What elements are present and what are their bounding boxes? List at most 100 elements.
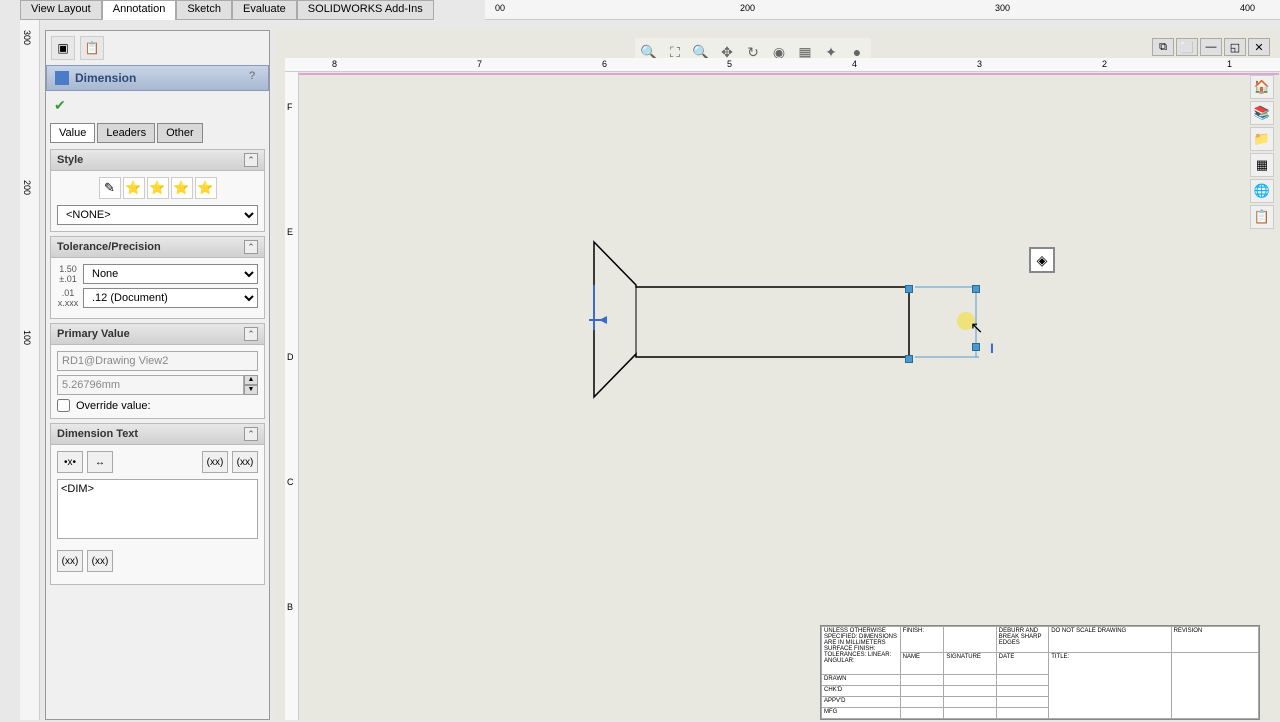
ruler-tick: 400	[1240, 3, 1255, 13]
style-add-icon[interactable]: ⭐	[123, 177, 145, 199]
ruler-tick: 300	[995, 3, 1010, 13]
tb-revision: REVISION	[1171, 627, 1258, 653]
tb-sig-hdr: SIGNATURE	[944, 652, 996, 674]
ruler-tick: 300	[22, 30, 32, 45]
subtab-value[interactable]: Value	[50, 123, 95, 143]
drawing-ruler-horizontal: 8 7 6 5 4 3 2 1	[285, 58, 1280, 72]
style-header[interactable]: Style ⌃	[51, 150, 264, 171]
primary-value-input[interactable]	[57, 375, 244, 395]
dimension-icon	[55, 71, 69, 85]
ruler-tick: 200	[22, 180, 32, 195]
custom-props-icon[interactable]: 📋	[1250, 205, 1274, 229]
library-icon[interactable]: 📚	[1250, 101, 1274, 125]
dimension-text-section: Dimension Text ⌃ •x• ↔ (xx) (xx) <DIM> (…	[50, 423, 265, 585]
center-arrow-icon	[599, 316, 607, 324]
style-dropdown[interactable]: <NONE>	[57, 205, 258, 225]
panel-mode-property-icon[interactable]: 📋	[80, 36, 104, 60]
dimtext-center-icon[interactable]: ↔	[87, 451, 113, 473]
style-save-icon[interactable]: ⭐	[171, 177, 193, 199]
titleblock-notes: UNLESS OTHERWISE SPECIFIED: DIMENSIONS A…	[822, 627, 901, 675]
view-palette-icon[interactable]: ▦	[1250, 153, 1274, 177]
tb-deburr: DEBURR AND BREAK SHARP EDGES	[996, 627, 1048, 653]
tb-donotscale: DO NOT SCALE DRAWING	[1049, 627, 1171, 653]
tolerance-type-dropdown[interactable]: None	[83, 264, 258, 284]
title-block[interactable]: UNLESS OTHERWISE SPECIFIED: DIMENSIONS A…	[820, 625, 1260, 720]
drawing-canvas[interactable]: 🔍 ⛶ 🔍 ✥ ↻ ◉ ▦ ✦ ● ⧉ ⬜ — ◱ ✕ 8 7 6 5 4 3 …	[275, 30, 1280, 720]
collapse-icon[interactable]: ⌃	[244, 240, 258, 254]
dimtext-paren2-icon[interactable]: (xx)	[232, 451, 258, 473]
dimension-handle[interactable]	[905, 355, 913, 363]
tolerance-precision-icon: .01x.xxx	[57, 288, 79, 308]
win-min-icon[interactable]: —	[1200, 38, 1222, 56]
win-max-icon[interactable]: ⬜	[1176, 38, 1198, 56]
right-task-pane: 🏠 📚 📁 ▦ 🌐 📋	[1250, 75, 1276, 229]
explorer-icon[interactable]: 📁	[1250, 127, 1274, 151]
style-label: Style	[57, 154, 83, 166]
tb-date-hdr: DATE	[996, 652, 1048, 674]
dimtext-paren1-icon[interactable]: (xx)	[202, 451, 228, 473]
context-toolbar-button[interactable]: ◈	[1029, 247, 1055, 273]
override-checkbox[interactable]	[57, 399, 70, 412]
tab-sketch[interactable]: Sketch	[176, 0, 232, 20]
dimension-handle[interactable]	[905, 285, 913, 293]
subtab-other[interactable]: Other	[157, 123, 203, 143]
tab-solidworks-addins[interactable]: SOLIDWORKS Add-Ins	[297, 0, 434, 20]
primary-value-section: Primary Value ⌃ ▲ ▼ Override value:	[50, 323, 265, 419]
window-controls: ⧉ ⬜ — ◱ ✕	[1152, 38, 1270, 56]
spinner-up-icon[interactable]: ▲	[244, 375, 258, 385]
ruler-tick: 6	[602, 59, 607, 69]
home-icon[interactable]: 🏠	[1250, 75, 1274, 99]
dimtext-btn-a-icon[interactable]: (xx)	[57, 550, 83, 572]
dimtext-btn-b-icon[interactable]: (xx)	[87, 550, 113, 572]
accept-check-icon[interactable]: ✔	[54, 97, 66, 113]
help-icon[interactable]: ?	[244, 70, 260, 86]
dimension-handle[interactable]	[972, 285, 980, 293]
tolerance-type-icon: 1.50±.01	[57, 264, 79, 284]
tb-appvd: APPV'D	[822, 696, 901, 707]
style-load-icon[interactable]: ⭐	[195, 177, 217, 199]
ruler-tick: E	[287, 227, 293, 237]
cursor-icon: ↖	[970, 318, 983, 338]
style-apply-icon[interactable]: ✎	[99, 177, 121, 199]
tab-view-layout[interactable]: View Layout	[20, 0, 102, 20]
dimension-text-header[interactable]: Dimension Text ⌃	[51, 424, 264, 445]
ruler-tick: 8	[332, 59, 337, 69]
subtab-leaders[interactable]: Leaders	[97, 123, 155, 143]
win-restore-icon[interactable]: ⧉	[1152, 38, 1174, 56]
collapse-icon[interactable]: ⌃	[244, 427, 258, 441]
spinner-down-icon[interactable]: ▼	[244, 385, 258, 395]
primary-value-header[interactable]: Primary Value ⌃	[51, 324, 264, 345]
dimension-text-input[interactable]: <DIM>	[57, 479, 258, 539]
override-label: Override value:	[76, 400, 151, 412]
ruler-tick: 7	[477, 59, 482, 69]
left-ruler: 300 200 100	[20, 20, 40, 720]
dimtext-prefix-icon[interactable]: •x•	[57, 451, 83, 473]
collapse-icon[interactable]: ⌃	[244, 327, 258, 341]
win-full-icon[interactable]: ◱	[1224, 38, 1246, 56]
dimension-handle[interactable]	[972, 343, 980, 351]
tolerance-section: Tolerance/Precision ⌃ 1.50±.01 None .01x…	[50, 236, 265, 319]
collapse-icon[interactable]: ⌃	[244, 153, 258, 167]
ruler-tick: 200	[740, 3, 755, 13]
tolerance-precision-dropdown[interactable]: .12 (Document)	[83, 288, 258, 308]
dimension-text-label: Dimension Text	[57, 428, 138, 440]
ruler-tick: C	[287, 477, 294, 487]
style-section: Style ⌃ ✎ ⭐ ⭐ ⭐ ⭐ <NONE>	[50, 149, 265, 232]
tab-evaluate[interactable]: Evaluate	[232, 0, 297, 20]
panel-mode-feature-icon[interactable]: ▣	[51, 36, 75, 60]
ruler-tick: 3	[977, 59, 982, 69]
part-outline[interactable]	[594, 242, 909, 397]
style-delete-icon[interactable]: ⭐	[147, 177, 169, 199]
dimension-drag-icon: I	[990, 340, 994, 356]
win-close-icon[interactable]: ✕	[1248, 38, 1270, 56]
tb-name-hdr: NAME	[900, 652, 944, 674]
tolerance-header[interactable]: Tolerance/Precision ⌃	[51, 237, 264, 258]
ruler-tick: B	[287, 602, 293, 612]
tab-annotation[interactable]: Annotation	[102, 0, 177, 20]
primary-name-input[interactable]	[57, 351, 258, 371]
tolerance-label: Tolerance/Precision	[57, 241, 161, 253]
primary-value-label: Primary Value	[57, 328, 130, 340]
ruler-tick: 5	[727, 59, 732, 69]
command-tabs: View Layout Annotation Sketch Evaluate S…	[20, 0, 434, 20]
appearance-icon[interactable]: 🌐	[1250, 179, 1274, 203]
